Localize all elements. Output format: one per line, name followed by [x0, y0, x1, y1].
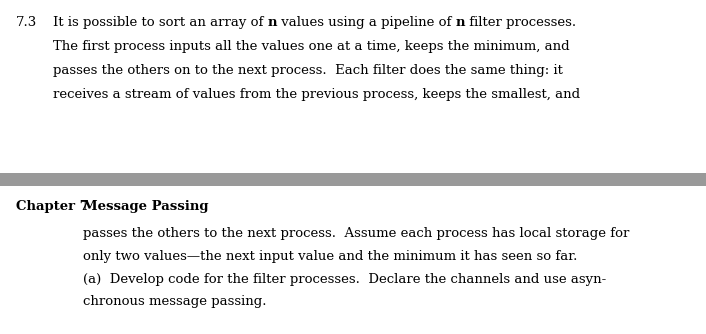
Text: receives a stream of values from the previous process, keeps the smallest, and: receives a stream of values from the pre… — [53, 88, 580, 101]
Text: only two values—the next input value and the minimum it has seen so far.: only two values—the next input value and… — [83, 250, 577, 263]
Text: 7.3: 7.3 — [16, 16, 37, 29]
Text: n: n — [455, 16, 465, 29]
Text: chronous message passing.: chronous message passing. — [83, 295, 266, 308]
Text: The first process inputs all the values one at a time, keeps the minimum, and: The first process inputs all the values … — [53, 40, 570, 53]
Text: passes the others on to the next process.  Each filter does the same thing: it: passes the others on to the next process… — [53, 64, 563, 77]
Text: Message Passing: Message Passing — [83, 200, 208, 213]
Text: Chapter 7: Chapter 7 — [16, 200, 88, 213]
Text: values using a pipeline of: values using a pipeline of — [277, 16, 455, 29]
Text: (a)  Develop code for the filter processes.  Declare the channels and use asyn-: (a) Develop code for the filter processe… — [83, 273, 606, 286]
Bar — [0, 173, 706, 186]
Text: passes the others to the next process.  Assume each process has local storage fo: passes the others to the next process. A… — [83, 227, 629, 240]
Text: n: n — [268, 16, 277, 29]
Text: It is possible to sort an array of: It is possible to sort an array of — [53, 16, 268, 29]
Text: filter processes.: filter processes. — [465, 16, 576, 29]
